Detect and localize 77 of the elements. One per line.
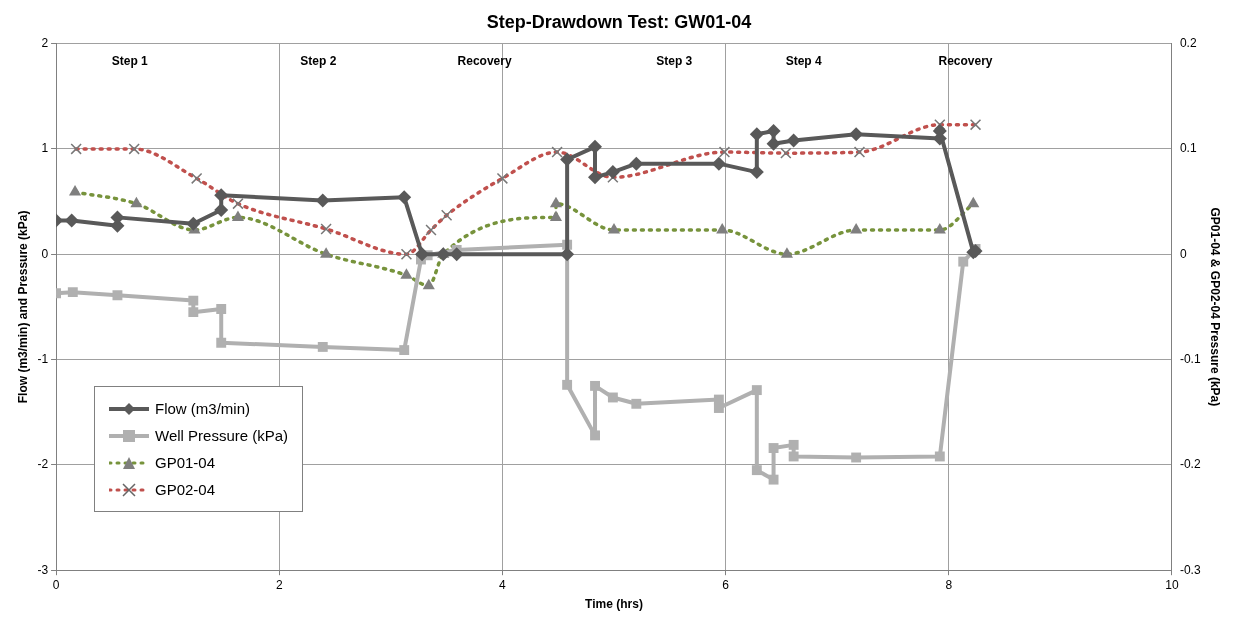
- point: [317, 341, 328, 352]
- point: [958, 256, 969, 267]
- x-tick-label: 6: [722, 577, 730, 592]
- point: [399, 345, 410, 356]
- legend-label: GP01-04: [155, 454, 216, 471]
- y2-tick-label: -0.1: [1179, 351, 1201, 366]
- point: [562, 379, 573, 390]
- annotation: Step 2: [300, 53, 337, 68]
- y2-tick-label: -0.3: [1179, 562, 1201, 577]
- point: [560, 152, 575, 167]
- point: [768, 443, 779, 453]
- point: [112, 290, 123, 301]
- annotation: Step 4: [785, 53, 823, 68]
- y2-tick-label: 0.1: [1179, 141, 1197, 156]
- point: [588, 139, 603, 154]
- x-tick-label: 10: [1165, 577, 1179, 592]
- point: [415, 247, 430, 262]
- point: [186, 216, 201, 231]
- point: [214, 188, 229, 203]
- point: [768, 474, 779, 485]
- point: [749, 127, 764, 142]
- point: [713, 403, 724, 413]
- chart-title: Step-Drawdown Test: GW01-04: [486, 11, 752, 32]
- point: [749, 165, 764, 180]
- y-tick-label: -3: [37, 562, 49, 577]
- y2-tick-label: 0: [1179, 246, 1187, 261]
- annotation: Step 3: [656, 53, 693, 68]
- point: [588, 170, 603, 185]
- point: [786, 133, 801, 148]
- point: [751, 385, 762, 396]
- point: [934, 451, 945, 462]
- x-tick-label: 8: [945, 577, 953, 592]
- y-tick-label: 1: [41, 141, 49, 156]
- point: [216, 337, 227, 348]
- y-tick-label: -2: [37, 457, 49, 472]
- point: [766, 124, 781, 139]
- point: [67, 287, 78, 298]
- point: [629, 156, 644, 171]
- point: [188, 307, 199, 318]
- legend-label: GP02-04: [155, 481, 216, 498]
- point: [751, 465, 762, 476]
- point: [397, 190, 412, 205]
- x-tick-label: 0: [52, 577, 60, 592]
- point: [590, 380, 600, 391]
- point: [436, 247, 451, 262]
- point: [631, 398, 642, 409]
- y-tick-label: 0: [41, 246, 49, 261]
- x-tick-label: 4: [499, 577, 507, 592]
- point: [315, 193, 330, 208]
- x-tick-label: 2: [275, 577, 283, 592]
- point: [766, 136, 781, 151]
- legend-label: Well Pressure (kPa): [155, 427, 289, 444]
- y-tick-label: 2: [41, 35, 49, 50]
- point: [449, 247, 464, 262]
- y2-axis-title: GP01-04 & GP02-04 Pressure (kPa): [1208, 207, 1223, 407]
- point: [590, 430, 600, 441]
- legend-label: Flow (m3/min): [155, 400, 251, 417]
- point: [214, 203, 229, 218]
- x-axis-title: Time (hrs): [585, 597, 643, 612]
- y-tick-label: -1: [37, 351, 49, 366]
- point: [605, 165, 620, 180]
- point: [216, 304, 227, 314]
- point: [607, 392, 618, 403]
- point: [560, 247, 575, 262]
- point: [851, 452, 862, 463]
- point: [711, 156, 726, 171]
- y-axis-title: Flow (m3/min) and Pressure (kPa): [15, 210, 30, 404]
- y2-tick-label: 0.2: [1179, 35, 1197, 50]
- point: [849, 127, 864, 142]
- annotation: Recovery: [938, 53, 993, 68]
- point: [788, 451, 799, 462]
- point: [788, 439, 799, 450]
- annotation: Recovery: [457, 53, 512, 68]
- annotation: Step 1: [111, 53, 149, 68]
- y2-tick-label: -0.2: [1179, 457, 1201, 472]
- point: [64, 213, 79, 228]
- point: [188, 295, 199, 306]
